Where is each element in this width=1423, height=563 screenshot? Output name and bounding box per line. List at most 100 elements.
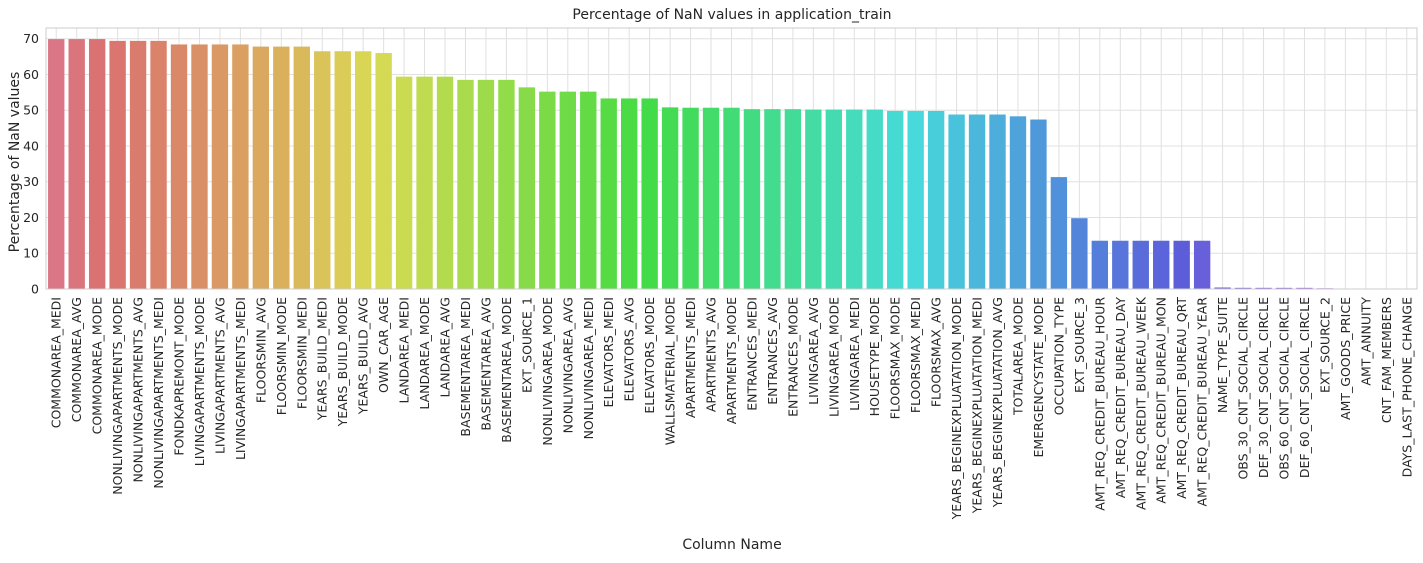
y-tick-label: 10 [23,246,39,261]
bar-nonlivingarea-avg [560,92,576,289]
x-tick-label: BASEMENTAREA_MEDI [458,297,473,437]
bar-amt-req-credit-bureau-mon [1153,241,1169,289]
bar-livingapartments-mode [191,44,207,289]
x-tick-label: APARTMENTS_MODE [724,297,739,424]
bar-amt-req-credit-bureau-qrt [1173,241,1189,289]
x-tick-label: COMMONAREA_MODE [90,297,105,435]
bar-basementarea-avg [478,80,494,289]
bar-elevators-medi [601,98,617,289]
x-tick-label: AMT_REQ_CREDIT_BUREAU_DAY [1113,297,1128,499]
x-tick-label: DEF_30_CNT_SOCIAL_CIRCLE [1256,297,1271,478]
bar-nonlivingapartments-avg [130,41,146,289]
x-tick-label: AMT_GOODS_PRICE [1338,297,1353,420]
bar-livingapartments-avg [212,44,228,289]
x-tick-labels: COMMONAREA_MEDI COMMONAREA_AVG COMMONAREA_… [49,296,1415,520]
x-tick-label: APARTMENTS_AVG [704,297,719,412]
x-tick-label: ENTRANCES_MODE [785,297,800,417]
x-tick-label: CNT_FAM_MEMBERS [1379,297,1394,423]
x-tick-label: NONLIVINGAPARTMENTS_MODE [110,297,125,495]
x-tick-label: OCCUPATION_TYPE [1051,297,1066,415]
bar-landarea-mode [416,77,432,289]
x-tick-label: APARTMENTS_MEDI [683,297,698,418]
y-tick-label: 70 [23,31,39,46]
bar-wallsmaterial-mode [662,107,678,289]
x-tick-label: YEARS_BUILD_AVG [356,297,371,415]
x-tick-label: NONLIVINGAREA_MODE [540,297,555,446]
y-tick-label: 60 [23,67,39,82]
bar-floorsmin-avg [253,47,269,289]
y-tick-label: 20 [23,210,39,225]
x-tick-label: EXT_SOURCE_3 [1072,297,1087,393]
x-tick-label: COMMONAREA_AVG [69,297,84,422]
bar-years-beginexpluatation-avg [989,115,1005,289]
bar-basementarea-medi [457,80,473,289]
x-tick-label: LANDAREA_MODE [417,297,432,410]
x-tick-label: OWN_CAR_AGE [376,297,391,393]
bar-housetype-mode [867,110,883,289]
bar-totalarea-mode [1010,116,1026,289]
y-axis-title: Percentage of NaN values [7,72,23,253]
x-tick-label: AMT_REQ_CREDIT_BUREAU_YEAR [1195,297,1210,507]
x-tick-label: AMT_REQ_CREDIT_BUREAU_HOUR [1092,297,1107,511]
bar-ext-source-1 [519,87,535,289]
bar-livingarea-medi [846,110,862,289]
x-tick-label: OBS_60_CNT_SOCIAL_CIRCLE [1276,297,1291,480]
bar-amt-req-credit-bureau-year [1194,241,1210,289]
bar-nonlivingapartments-medi [150,41,166,289]
x-tick-label: ELEVATORS_MEDI [601,297,616,407]
x-tick-label: FLOORSMAX_MEDI [908,297,923,413]
x-tick-label: WALLSMATERIAL_MODE [663,297,678,445]
bar-years-beginexpluatation-mode [948,115,964,289]
bar-elevators-mode [641,98,657,289]
bar-fondkapremont-mode [171,44,187,289]
bar-nonlivingarea-mode [539,92,555,289]
bar-apartments-medi [682,108,698,289]
x-tick-label: YEARS_BUILD_MODE [335,297,350,427]
x-tick-label: LIVINGAREA_MODE [826,297,841,417]
bar-amt-req-credit-bureau-hour [1092,241,1108,289]
y-tick-label: 30 [23,174,39,189]
x-axis-title: Column Name [682,537,781,553]
bar-elevators-avg [621,98,637,289]
bar-years-build-avg [355,51,371,289]
x-tick-label: FLOORSMIN_MODE [274,297,289,415]
bar-landarea-avg [437,77,453,289]
x-tick-label: DEF_60_CNT_SOCIAL_CIRCLE [1297,297,1312,478]
bar-livingarea-mode [826,110,842,289]
x-tick-label: FLOORSMIN_AVG [253,297,268,403]
bar-livingarea-avg [805,110,821,289]
x-tick-label: ELEVATORS_MODE [642,297,657,414]
x-tick-label: FLOORSMAX_MODE [888,297,903,419]
x-tick-label: FONDKAPREMONT_MODE [172,297,187,456]
bar-nonlivingapartments-mode [109,41,125,289]
x-tick-label: OBS_30_CNT_SOCIAL_CIRCLE [1236,297,1251,480]
bar-nonlivingarea-medi [580,92,596,289]
bar-basementarea-mode [498,80,514,289]
x-tick-label: EXT_SOURCE_2 [1317,297,1332,393]
x-tick-label: YEARS_BEGINEXPLUATATION_AVG [990,297,1005,508]
x-tick-label: HOUSETYPE_MODE [867,297,882,416]
chart-title: Percentage of NaN values in application_… [572,7,891,23]
x-tick-label: NAME_TYPE_SUITE [1215,297,1230,413]
x-tick-label: LIVINGAREA_AVG [806,297,821,405]
bar-commonarea-medi [48,39,64,289]
bar-years-beginexpluatation-medi [969,115,985,289]
bar-occupation-type [1051,177,1067,289]
x-tick-label: COMMONAREA_MEDI [49,297,64,428]
x-tick-label: AMT_ANNUITY [1358,297,1373,386]
bar-floorsmax-avg [928,111,944,289]
bar-apartments-mode [723,108,739,289]
x-tick-label: NONLIVINGAREA_MEDI [581,297,596,439]
bar-years-build-mode [335,51,351,289]
x-tick-label: AMT_REQ_CREDIT_BUREAU_WEEK [1133,296,1148,510]
x-tick-label: ELEVATORS_AVG [622,297,637,401]
bar-amt-req-credit-bureau-week [1133,241,1149,289]
bar-amt-req-credit-bureau-day [1112,241,1128,289]
x-tick-label: AMT_REQ_CREDIT_BUREAU_QRT [1174,297,1189,499]
bar-entrances-medi [744,109,760,289]
bar-livingapartments-medi [232,44,248,289]
bar-apartments-avg [703,108,719,289]
bar-floorsmin-mode [273,47,289,289]
